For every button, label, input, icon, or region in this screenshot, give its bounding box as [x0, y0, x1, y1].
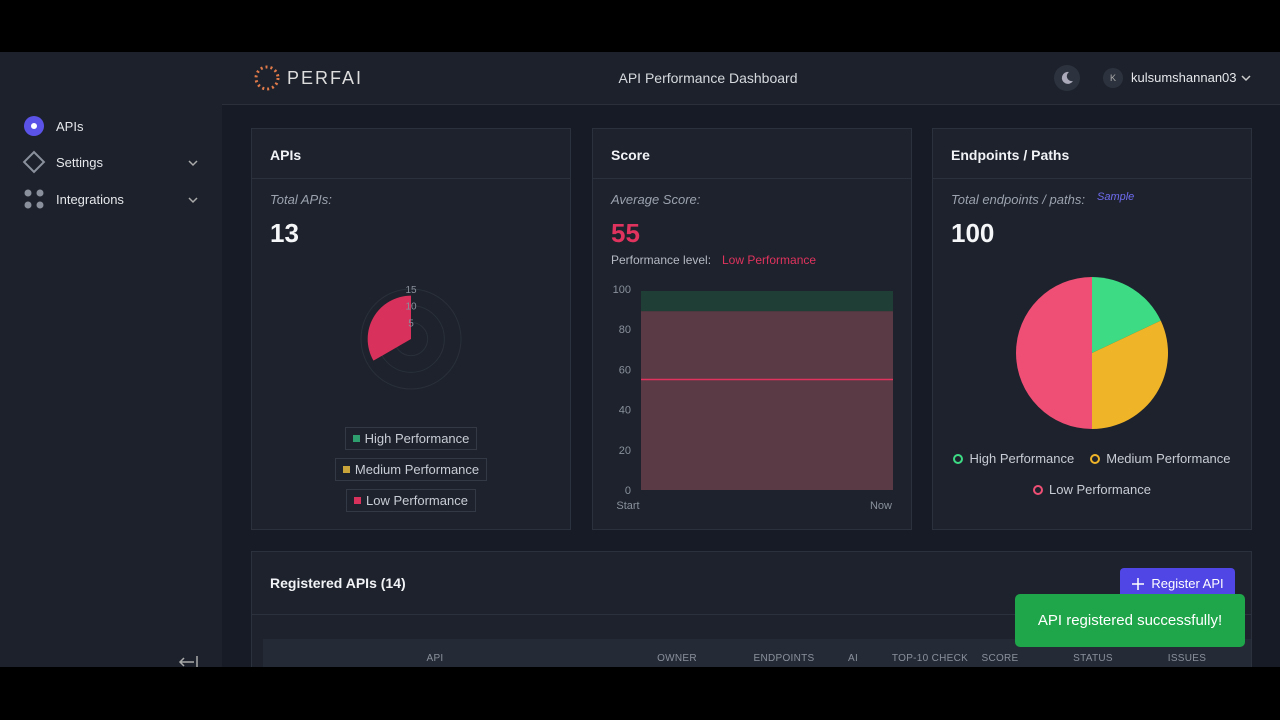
app: APIs Settings Integrations PERFAI API Pe…	[0, 52, 1280, 667]
y-tick-label: 80	[619, 324, 631, 336]
legend-item: High Performance	[344, 427, 478, 450]
theme-toggle[interactable]	[1052, 64, 1082, 94]
y-tick-label: 20	[619, 445, 631, 457]
band	[641, 311, 893, 490]
pie-slice	[1092, 277, 1161, 353]
column-header: API	[426, 653, 444, 664]
column-header: SCORE	[981, 653, 1019, 664]
avatar: K	[1103, 68, 1123, 88]
legend-item: Low Performance	[1033, 482, 1151, 497]
r-tick-label: 15	[405, 285, 417, 296]
card-title: APIs	[270, 147, 302, 163]
column-header: AI	[847, 653, 859, 664]
card-title: Score	[611, 147, 650, 163]
average-score: 55	[611, 218, 640, 248]
legend-label: Low Performance	[366, 493, 468, 508]
nav-item[interactable]: Integrations	[56, 192, 124, 207]
y-tick-label: 0	[625, 485, 631, 497]
legend-swatch	[352, 435, 360, 442]
label: Total APIs:	[270, 192, 332, 207]
r-tick-label: 10	[405, 302, 417, 313]
divider	[252, 178, 570, 179]
column-header: OWNER	[657, 653, 697, 664]
y-tick-label: 40	[619, 405, 631, 417]
y-tick-label: 60	[619, 364, 631, 376]
legend-item: Low Performance	[346, 489, 476, 512]
plus-icon	[1132, 577, 1145, 590]
user-menu[interactable]: kulsumshannan03	[1131, 70, 1237, 85]
legend-item: High Performance	[953, 451, 1074, 466]
divider	[593, 178, 911, 179]
legend-swatch	[342, 466, 350, 473]
pie-slice	[1092, 320, 1168, 429]
column-header: ISSUES	[1167, 653, 1207, 664]
register-button[interactable]: Register API	[1120, 568, 1235, 599]
nav-item[interactable]: APIs	[56, 119, 84, 134]
table-title: Registered APIs (14)	[270, 575, 406, 591]
label: Total endpoints / paths:	[951, 192, 1085, 207]
total-endpoints: 100	[951, 218, 995, 248]
header: PERFAI API Performance Dashboard K kulsu…	[222, 52, 1280, 105]
legend: High Performance Medium Performance Low Pe…	[943, 451, 1241, 497]
legend-label: High Performance	[364, 431, 470, 446]
page-title: API Performance Dashboard	[618, 70, 798, 86]
legend-label: Low Performance	[1049, 482, 1151, 497]
x-tick-label: Start	[616, 500, 639, 512]
legend-label: Medium Performance	[354, 462, 480, 477]
charts: 5 10 15 0 20 40 60 80 100 Start Now	[360, 277, 1168, 512]
legend-swatch	[354, 497, 362, 504]
legend-item: Medium Performance	[334, 458, 488, 481]
column-header: ENDPOINTS	[753, 653, 815, 664]
legend-label: Medium Performance	[1106, 451, 1231, 466]
nav-item[interactable]: Settings	[56, 155, 103, 170]
legend: High Performance Medium Performance Low Pe…	[252, 427, 570, 512]
divider	[933, 178, 1251, 179]
polar-wedge	[367, 295, 411, 361]
legend-swatch	[953, 453, 964, 464]
y-tick-label: 100	[613, 284, 631, 296]
logo	[254, 65, 280, 91]
toast: API registered successfully!	[1015, 594, 1245, 647]
brand: PERFAI	[287, 68, 364, 88]
divider	[252, 614, 1251, 615]
button-label: Register API	[1151, 576, 1224, 591]
sidebar: APIs Settings Integrations	[0, 52, 222, 667]
pie-slice	[1016, 277, 1092, 429]
legend-item: Medium Performance	[1090, 451, 1231, 466]
card-title: Endpoints / Paths	[951, 147, 1070, 163]
band	[641, 291, 893, 312]
toast-text: API registered successfully!	[1037, 612, 1223, 629]
column-header: TOP-10 CHECK	[891, 653, 969, 664]
level: Low Performance	[722, 253, 817, 267]
total-apis: 13	[270, 218, 299, 248]
badge: Sample	[1097, 191, 1135, 203]
legend-swatch	[1033, 484, 1044, 495]
legend-label: High Performance	[969, 451, 1075, 466]
sidebar-icons	[22, 116, 198, 667]
column-header: STATUS	[1073, 653, 1113, 664]
grid-ring	[360, 288, 462, 390]
x-tick-label: Now	[870, 500, 892, 512]
label: Average Score:	[611, 192, 701, 207]
level-label: Performance level:	[611, 253, 712, 267]
legend-swatch	[1090, 453, 1101, 464]
r-tick-label: 5	[408, 318, 414, 329]
chevron	[1241, 75, 1251, 82]
